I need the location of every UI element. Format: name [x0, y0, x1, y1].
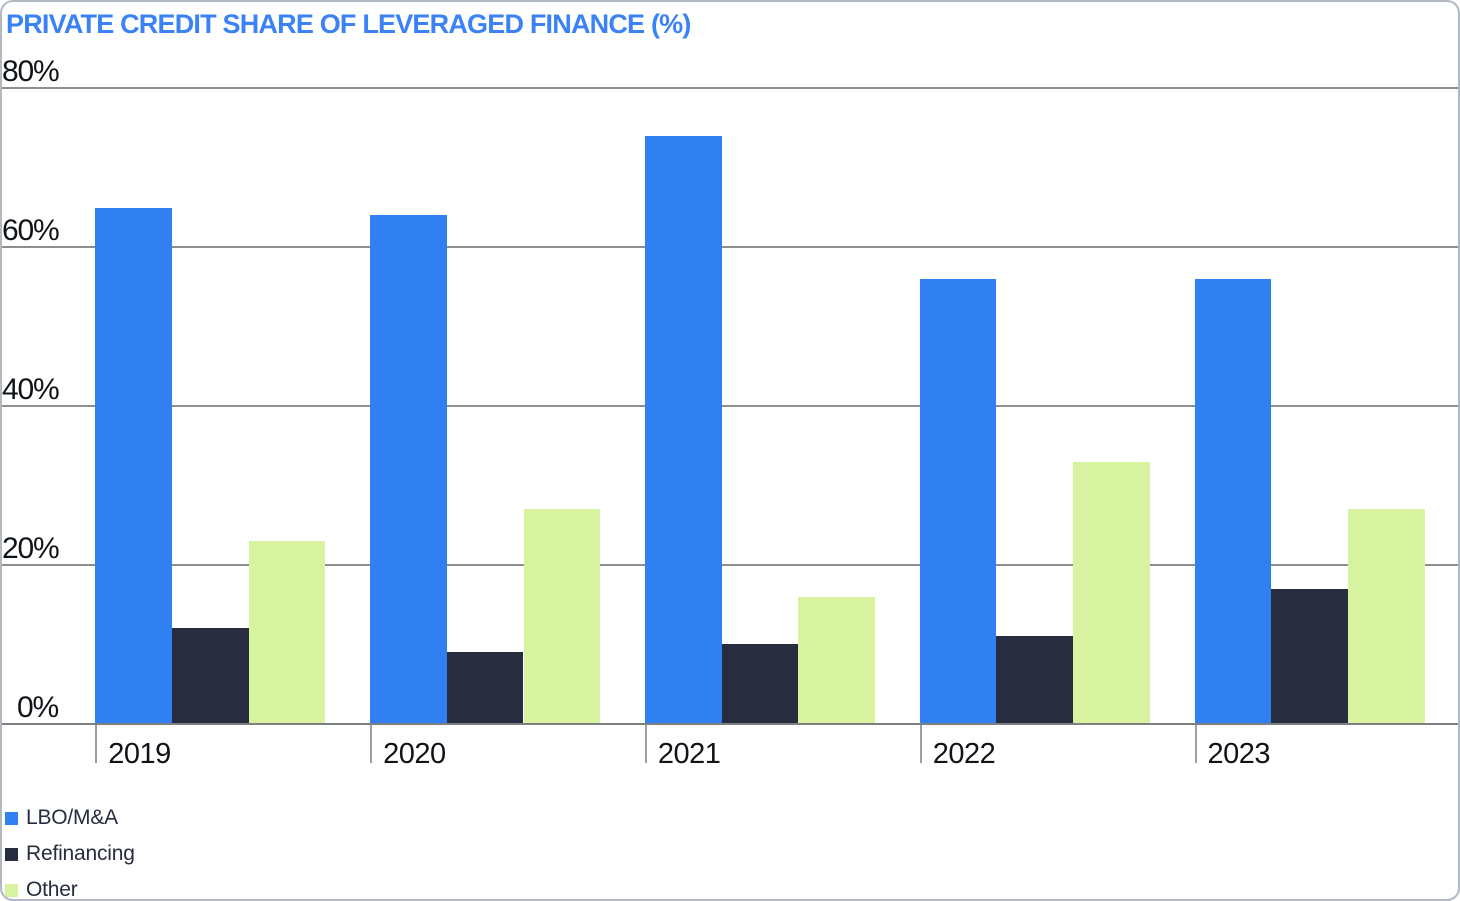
- bar-2019-refinancing: [172, 628, 249, 724]
- x-axis-tick-2022: [919, 724, 922, 763]
- bar-2019-other: [248, 540, 326, 724]
- bar-2022-other: [1073, 461, 1150, 724]
- bar-2022-refinancing: [996, 636, 1074, 724]
- x-axis-label-2019: 2019: [108, 737, 171, 770]
- bar-2021-refinancing: [721, 644, 799, 724]
- legend-item-lbo-ma: LBO/M&A: [5, 800, 135, 836]
- legend-item-refinancing: Refinancing: [5, 836, 135, 872]
- gridline-80pct: [2, 87, 1458, 90]
- legend-swatch-refinancing: [5, 847, 18, 861]
- x-axis-label-2023: 2023: [1207, 737, 1271, 770]
- bar-2020-lbo-m-a: [370, 215, 447, 724]
- bar-2023-refinancing: [1271, 588, 1348, 724]
- x-axis-label-2022: 2022: [932, 737, 996, 770]
- legend-label-other: Other: [26, 878, 78, 901]
- legend-label-lbo-ma: LBO/M&A: [26, 806, 118, 829]
- bar-2020-refinancing: [446, 652, 524, 724]
- x-axis-tick-2021: [644, 724, 647, 763]
- y-axis-label-40pct: 40%: [2, 373, 60, 406]
- legend-label-refinancing: Refinancing: [26, 842, 135, 865]
- y-axis-label-60pct: 60%: [2, 214, 60, 248]
- legend: LBO/M&A Refinancing Other: [5, 800, 135, 901]
- bar-2023-lbo-m-a: [1194, 278, 1272, 724]
- x-axis-tick-2019: [95, 724, 98, 763]
- gridline-0pct: [2, 722, 1458, 725]
- bar-2022-lbo-m-a: [919, 278, 997, 724]
- bar-2023-other: [1347, 509, 1425, 724]
- legend-swatch-lbo-ma: [5, 811, 18, 825]
- x-axis-label-2021: 2021: [657, 737, 721, 770]
- x-axis-label-2020: 2020: [383, 737, 446, 770]
- x-axis-tick-2020: [370, 724, 373, 763]
- y-axis-label-80pct: 80%: [2, 55, 60, 89]
- bar-2019-lbo-m-a: [95, 207, 172, 724]
- legend-swatch-other: [5, 883, 18, 897]
- bar-2021-other: [798, 596, 875, 724]
- y-axis-label-20pct: 20%: [2, 531, 60, 565]
- gridline-40pct: [2, 405, 1458, 407]
- gridline-60pct: [2, 246, 1458, 249]
- x-axis-tick-2023: [1194, 724, 1197, 763]
- y-axis-label-0pct: 0%: [17, 690, 59, 724]
- chart-title: PRIVATE CREDIT SHARE OF LEVERAGED FINANC…: [6, 9, 691, 39]
- legend-item-other: Other: [5, 872, 135, 901]
- bar-2020-other: [523, 509, 601, 724]
- gridline-20pct: [2, 563, 1458, 566]
- bar-2021-lbo-m-a: [644, 136, 722, 724]
